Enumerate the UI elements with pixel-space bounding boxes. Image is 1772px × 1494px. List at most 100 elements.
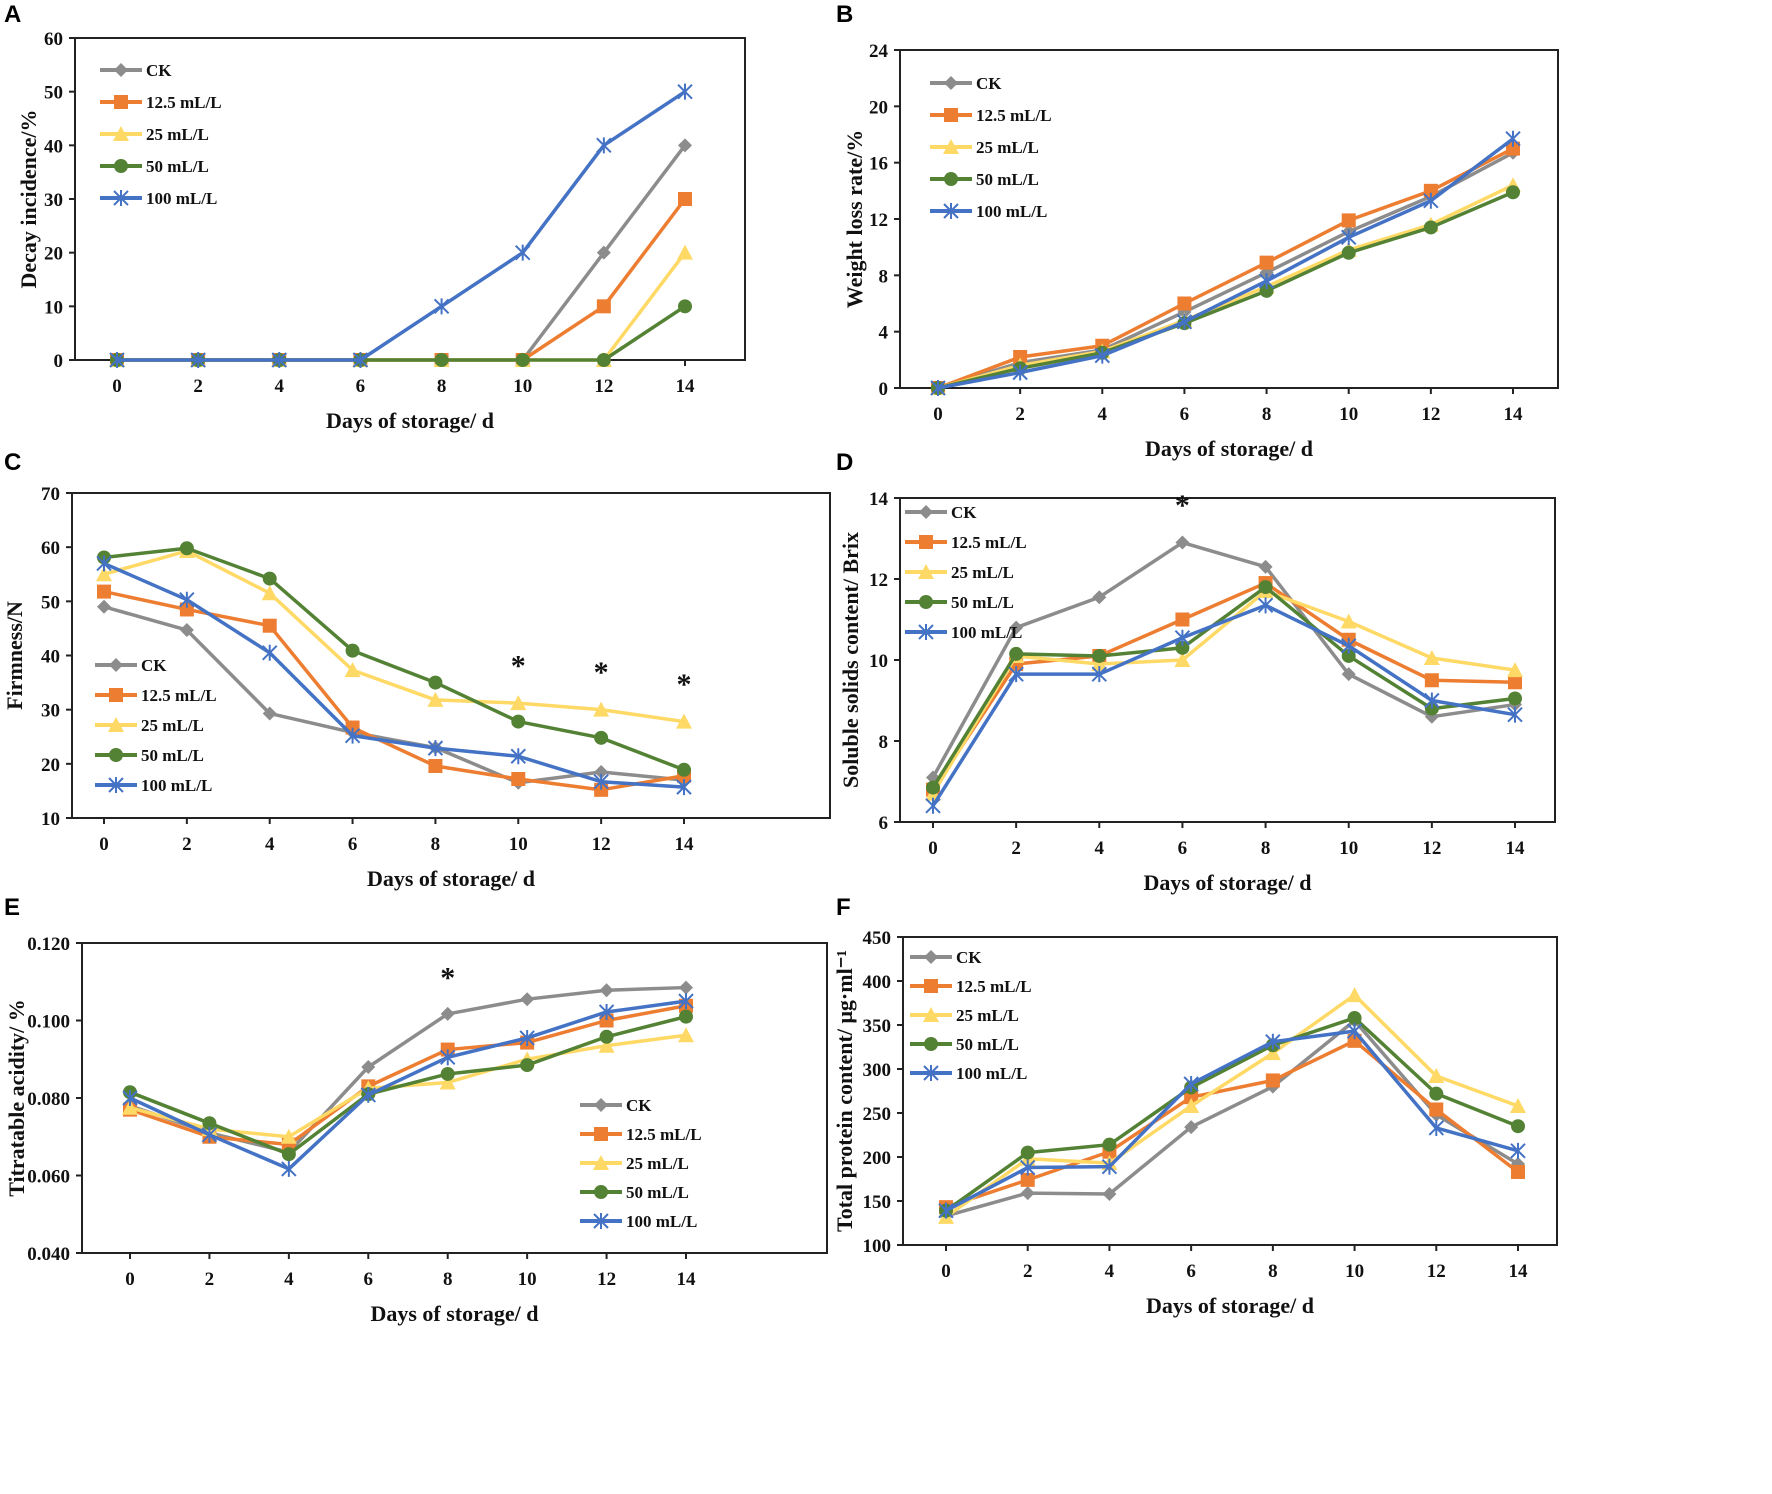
circle-marker xyxy=(596,353,611,367)
asterisk-marker xyxy=(1341,637,1357,654)
series-line xyxy=(937,137,1515,390)
x-tick-label: 4 xyxy=(1098,404,1108,425)
circle-marker xyxy=(594,1185,608,1199)
circle-marker xyxy=(678,299,692,314)
asterisk-marker xyxy=(1507,706,1523,723)
asterisk-marker xyxy=(1091,666,1107,683)
series-asterisk xyxy=(109,83,693,368)
square-marker xyxy=(1259,255,1274,270)
circle-marker xyxy=(1102,1137,1117,1152)
legend-label: 50 mL/L xyxy=(626,1183,689,1202)
series-asterisk xyxy=(938,1023,1526,1219)
significance-asterisk: * xyxy=(594,656,609,689)
circle-marker xyxy=(1092,648,1107,663)
series-square xyxy=(939,1033,1525,1215)
x-tick-label: 14 xyxy=(1506,838,1526,859)
x-tick-label: 4 xyxy=(284,1269,294,1290)
asterisk-marker xyxy=(1008,666,1024,683)
x-tick-label: 6 xyxy=(356,376,366,397)
y-axis-title: Total protein content/ μg·ml⁻¹ xyxy=(832,950,857,1232)
asterisk-marker xyxy=(344,727,361,744)
y-tick-label: 450 xyxy=(863,928,892,949)
diamond-marker xyxy=(109,658,123,672)
x-tick-label: 12 xyxy=(592,834,611,855)
y-tick-label: 10 xyxy=(41,809,60,830)
y-tick-label: 400 xyxy=(863,972,892,993)
legend-label: 100 mL/L xyxy=(626,1212,697,1231)
y-tick-label: 0.080 xyxy=(27,1089,70,1110)
square-marker xyxy=(596,299,611,314)
triangle-marker xyxy=(1091,656,1108,672)
square-marker xyxy=(1013,350,1028,365)
diamond-marker xyxy=(919,505,933,519)
circle-marker xyxy=(262,571,277,586)
x-tick-label: 12 xyxy=(1422,838,1441,859)
triangle-marker xyxy=(122,1099,138,1115)
asterisk-marker xyxy=(1424,692,1440,709)
legend-label: 25 mL/L xyxy=(951,563,1014,582)
y-tick-label: 12 xyxy=(869,570,888,591)
panel-label: F xyxy=(836,894,851,921)
legend-label: 12.5 mL/L xyxy=(141,686,217,705)
asterisk-marker xyxy=(1258,272,1275,289)
square-marker xyxy=(924,979,938,993)
x-tick-label: 6 xyxy=(364,1269,374,1290)
asterisk-marker xyxy=(1346,1023,1363,1040)
x-tick-label: 2 xyxy=(1015,404,1025,425)
y-axis-title: Firmness/N xyxy=(2,601,27,710)
series-line xyxy=(937,190,1514,390)
x-tick-label: 14 xyxy=(1509,1261,1529,1282)
series-square xyxy=(931,141,1520,395)
triangle-marker xyxy=(1183,1097,1200,1113)
diamond-marker xyxy=(1102,1186,1117,1201)
asterisk-marker xyxy=(122,1090,138,1106)
series-line xyxy=(944,993,1519,1219)
x-axis-title: Days of storage/ d xyxy=(1145,436,1313,461)
y-tick-label: 40 xyxy=(44,136,63,157)
x-tick-label: 2 xyxy=(205,1269,215,1290)
x-tick-label: 2 xyxy=(1011,838,1021,859)
circle-marker xyxy=(440,1066,455,1081)
square-marker xyxy=(1429,1102,1444,1117)
legend-label: CK xyxy=(956,948,982,967)
y-tick-label: 24 xyxy=(869,41,889,62)
asterisk-marker xyxy=(190,352,206,368)
asterisk-marker xyxy=(596,137,612,154)
series-square xyxy=(926,576,1522,797)
legend-label: CK xyxy=(146,61,172,80)
asterisk-marker xyxy=(930,380,946,396)
asterisk-marker xyxy=(918,624,934,640)
series-line xyxy=(945,1029,1519,1213)
series-triangle xyxy=(96,542,692,729)
series-line xyxy=(945,1039,1520,1209)
circle-marker xyxy=(1175,640,1190,655)
x-tick-label: 0 xyxy=(99,834,109,855)
x-tick-label: 14 xyxy=(1504,404,1524,425)
x-tick-label: 10 xyxy=(1339,404,1358,425)
x-tick-label: 12 xyxy=(597,1269,616,1290)
diamond-marker xyxy=(1175,535,1190,550)
square-marker xyxy=(599,1013,614,1028)
asterisk-marker xyxy=(925,797,941,814)
y-tick-label: 10 xyxy=(869,651,888,672)
triangle-marker xyxy=(593,701,610,717)
square-marker xyxy=(511,772,526,786)
x-tick-label: 8 xyxy=(1262,404,1272,425)
x-tick-label: 10 xyxy=(1345,1261,1364,1282)
significance-asterisk: * xyxy=(677,668,692,701)
x-tick-label: 6 xyxy=(1186,1261,1196,1282)
diamond-marker xyxy=(97,599,111,614)
triangle-marker xyxy=(1346,987,1363,1003)
triangle-marker xyxy=(427,691,444,707)
legend-label: CK xyxy=(141,656,167,675)
circle-marker xyxy=(202,1116,217,1131)
y-tick-label: 8 xyxy=(879,732,889,753)
series-line xyxy=(937,183,1514,390)
asterisk-marker xyxy=(593,773,609,790)
triangle-marker xyxy=(96,566,112,582)
circle-marker xyxy=(520,1058,535,1073)
y-tick-label: 0.040 xyxy=(27,1244,70,1265)
asterisk-marker xyxy=(519,1029,535,1046)
circle-marker xyxy=(1009,646,1024,661)
